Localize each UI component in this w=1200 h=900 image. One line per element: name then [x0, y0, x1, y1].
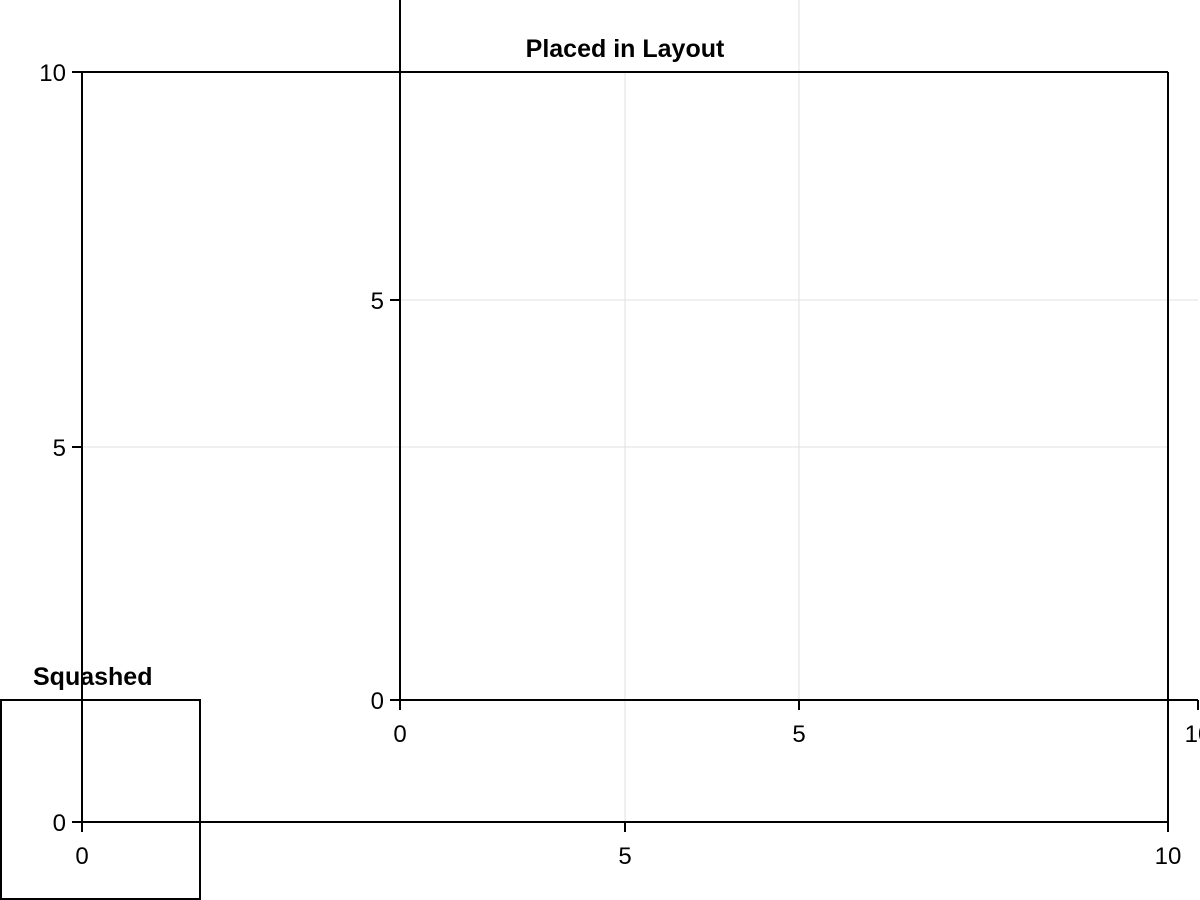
x-tick-label: 0 — [75, 843, 88, 870]
x-tick-label: 10 — [1155, 843, 1182, 870]
x-tick-label: 0 — [393, 721, 406, 748]
y-tick-label: 10 — [39, 60, 66, 87]
x-tick-label: 10 — [1185, 721, 1200, 748]
axis-title: Placed in Layout — [526, 35, 725, 63]
x-tick-label: 5 — [792, 721, 805, 748]
y-tick-label: 5 — [53, 435, 66, 462]
y-tick-label: 5 — [371, 288, 384, 315]
y-tick-label: 0 — [53, 810, 66, 837]
squashed-axis-title: Squashed — [33, 663, 152, 691]
x-tick-label: 5 — [618, 843, 631, 870]
y-tick-label: 0 — [371, 688, 384, 715]
squashed-axis-frame — [0, 699, 201, 900]
